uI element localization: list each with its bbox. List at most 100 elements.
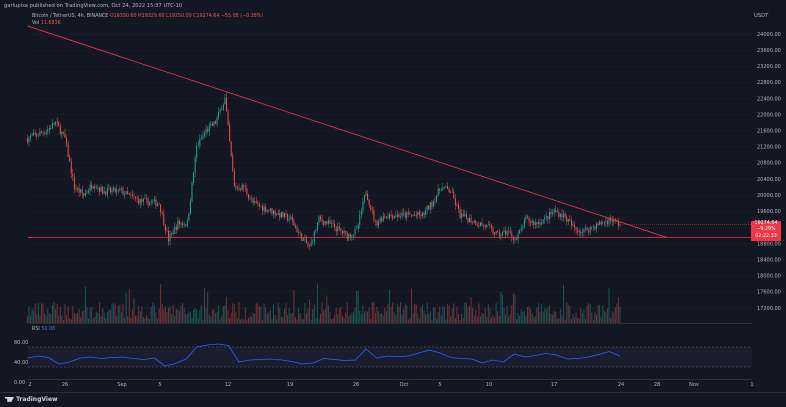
candle-body [564, 213, 566, 217]
volume-bar [72, 306, 74, 323]
candle-body [84, 193, 86, 196]
time-tick-label: 24 [618, 382, 624, 388]
volume-bar [440, 315, 442, 323]
tradingview-logo[interactable]: TradingView [5, 396, 58, 403]
candle-body [221, 109, 223, 111]
candle-body [448, 188, 450, 192]
candle-body [77, 188, 79, 190]
volume-bar [453, 303, 455, 323]
volume-bar [160, 284, 162, 323]
volume-bar [83, 310, 85, 323]
volume-bar [241, 318, 243, 323]
volume-bar [523, 310, 525, 323]
candle-body [442, 187, 444, 191]
volume-bar [392, 302, 394, 323]
candle-body [180, 223, 182, 225]
candle-body [544, 217, 546, 220]
candle-body [575, 227, 577, 230]
candle-body [155, 199, 157, 207]
volume-bar [218, 305, 220, 323]
volume-bar [359, 310, 361, 323]
volume-bar [285, 303, 287, 323]
volume-bar [186, 313, 188, 323]
candle-body [453, 191, 455, 199]
volume-bar [236, 318, 238, 323]
candle-body [279, 213, 281, 218]
candle-body [586, 227, 588, 231]
volume-bar [307, 308, 309, 323]
volume-bar [619, 306, 621, 323]
symbol-name[interactable]: Bitcoin / TetherUS, 4h, BINANCE [32, 14, 109, 19]
candle-body [379, 218, 381, 222]
candle-body [131, 194, 133, 197]
volume-bar [349, 314, 351, 323]
volume-bar [62, 319, 64, 323]
candle-body [117, 188, 119, 190]
candle-body [389, 214, 391, 219]
volume-bar [525, 315, 527, 323]
volume-bar [597, 304, 599, 323]
volume-bar [329, 311, 331, 323]
candle-body [271, 208, 273, 214]
candle-body [70, 161, 72, 174]
volume-bar [312, 308, 314, 323]
axis-separator [28, 379, 752, 380]
volume-bar [400, 302, 402, 323]
candle-body [285, 213, 287, 215]
candle-body [152, 201, 154, 202]
candle-body [213, 121, 215, 126]
volume-bar [610, 318, 612, 323]
volume-bar [61, 315, 63, 323]
volume-bar [200, 305, 202, 323]
candle-body [135, 197, 137, 199]
volume-bar [578, 318, 580, 323]
volume-bar [277, 303, 279, 323]
volume-bar [136, 315, 138, 323]
candle-body [293, 220, 295, 226]
volume-bar [47, 308, 49, 323]
currency-label[interactable]: USDT [754, 13, 769, 19]
volume-bar [157, 318, 158, 323]
candle-body [207, 129, 209, 132]
volume-bar [193, 309, 195, 323]
volume-bar [335, 308, 337, 323]
candle-body [218, 111, 220, 118]
volume-bar [197, 318, 199, 323]
candle-body [346, 232, 348, 239]
candle-body [108, 187, 110, 189]
volume-bar [262, 319, 264, 323]
volume-bar [174, 315, 176, 323]
candle-body [483, 224, 485, 226]
candle-body [365, 193, 367, 196]
volume-bar [91, 306, 93, 323]
price-axis: 17200.00 17600.00 18000.00 18400.00 18800.00… [757, 32, 781, 312]
volume-bar [73, 312, 75, 323]
candle-body [517, 233, 519, 240]
volume-bar [66, 315, 68, 323]
rsi-legend[interactable]: RSI 50.08 [32, 327, 55, 332]
candle-body [481, 222, 483, 226]
volume-bar [527, 307, 528, 323]
volume-bar [177, 309, 179, 323]
volume-bar [133, 298, 135, 323]
volume-label[interactable]: Vol [32, 21, 40, 26]
volume-bar [613, 312, 615, 323]
candle-body [425, 210, 427, 215]
volume-bar [348, 316, 350, 323]
volume-bar [233, 303, 235, 323]
candle-body [583, 228, 585, 232]
volume-bar [100, 316, 102, 323]
volume-bar [370, 318, 372, 323]
volume-bar [475, 309, 477, 323]
candle-body [288, 219, 290, 221]
candle-body [338, 226, 340, 229]
candle-body [536, 222, 538, 225]
volume-bar [260, 306, 262, 323]
candle-body [67, 143, 69, 157]
candle-body [219, 109, 221, 112]
candle-body [175, 226, 177, 230]
candle-body [550, 211, 552, 215]
volume-bar [119, 304, 121, 323]
volume-bar [114, 304, 116, 323]
